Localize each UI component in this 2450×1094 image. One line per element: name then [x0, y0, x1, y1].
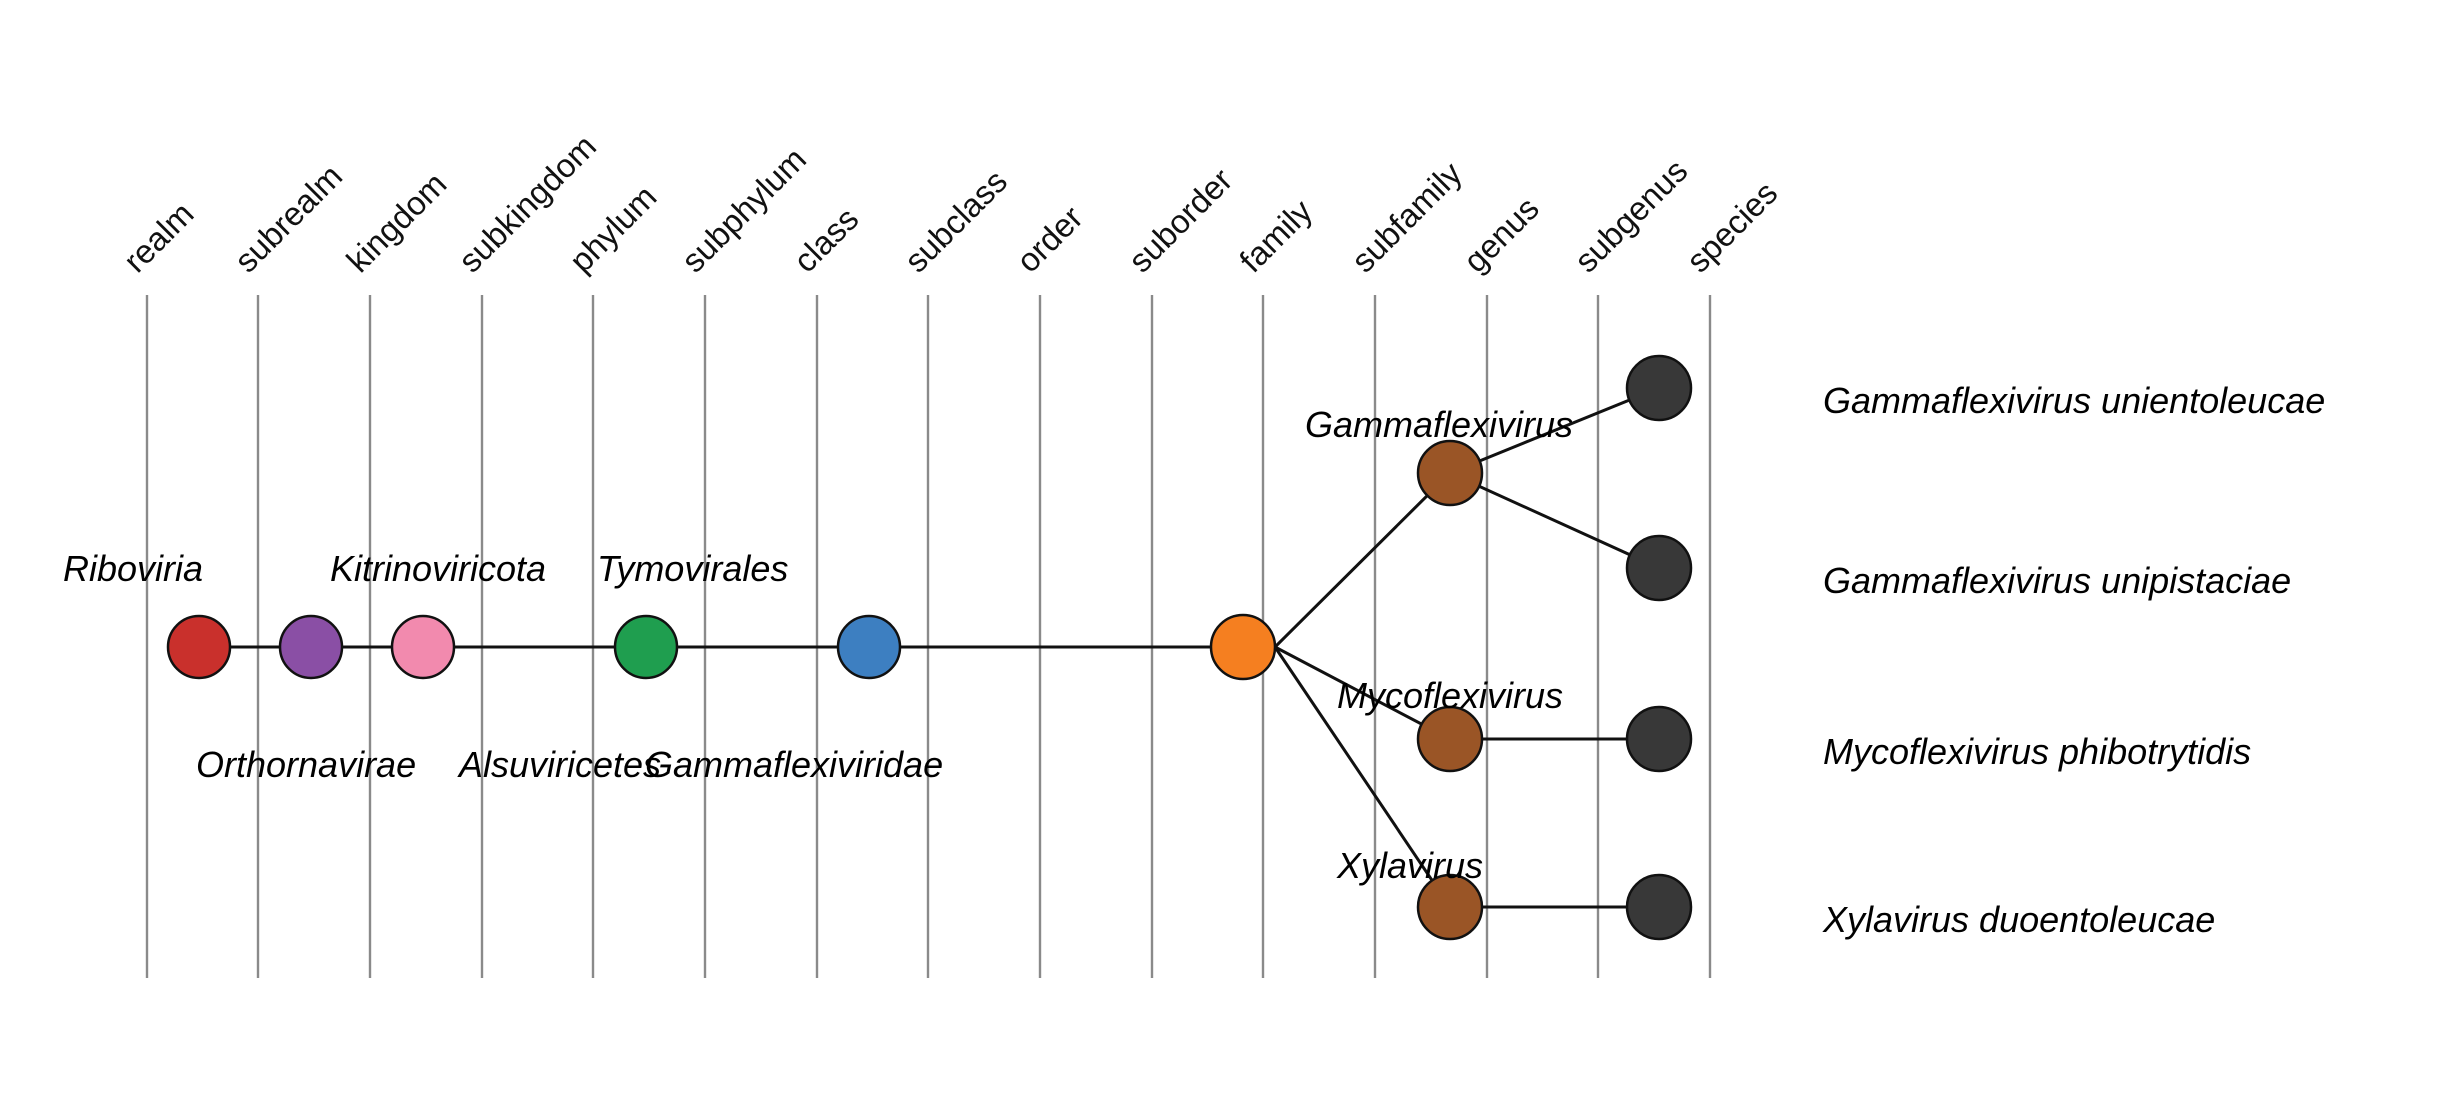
species-node-sp2[interactable]: [1625, 534, 1693, 602]
tree-nodes: [166, 354, 1693, 941]
species-name-sp4: Xylavirus duoentoleucae: [1823, 899, 2216, 940]
species-node-sp1[interactable]: [1625, 354, 1693, 422]
edge-gammaflexiviridae-to-gammaflexivirus: [1273, 471, 1452, 649]
species-name-sp2: Gammaflexivirus unipistaciae: [1823, 560, 2292, 601]
taxon-node-xylavirus[interactable]: [1416, 873, 1484, 941]
taxon-label-orthornavirae: Orthornavirae: [196, 744, 417, 785]
taxon-node-gammaflexiviridae[interactable]: [1209, 613, 1277, 681]
species-name-sp1: Gammaflexivirus unientoleucae: [1823, 380, 2326, 421]
taxon-label-xylavirus: Xylavirus: [1337, 845, 1484, 886]
taxon-node-alsuviricetes[interactable]: [613, 614, 679, 680]
taxon-node-riboviria[interactable]: [166, 614, 232, 680]
edge-gammaflexiviridae-to-xylavirus: [1273, 646, 1452, 908]
taxon-node-tymovirales[interactable]: [836, 614, 902, 680]
taxon-node-kitrinoviricota[interactable]: [390, 614, 456, 680]
taxon-label-alsuviricetes: Alsuviricetes: [459, 744, 662, 785]
species-name-sp3: Mycoflexivirus phibotrytidis: [1823, 731, 2252, 772]
taxon-label-gammaflexiviridae: Gammaflexiviridae: [645, 744, 944, 785]
taxon-label-tymovirales: Tymovirales: [597, 548, 789, 589]
taxon-node-gammaflexivirus[interactable]: [1416, 439, 1484, 507]
taxon-label-riboviria: Riboviria: [63, 548, 204, 589]
species-node-sp4[interactable]: [1625, 873, 1693, 941]
taxon-node-orthornavirae[interactable]: [278, 614, 344, 680]
taxon-label-kitrinoviricota: Kitrinoviricota: [330, 548, 547, 589]
edge-gammaflexivirus-to-sp1: [1449, 386, 1660, 475]
taxon-node-mycoflexivirus[interactable]: [1416, 705, 1484, 773]
edge-gammaflexivirus-to-sp2: [1449, 471, 1660, 570]
taxon-label-mycoflexivirus: Mycoflexivirus: [1337, 675, 1564, 716]
rank-gridlines: [145, 295, 1712, 978]
taxon-label-gammaflexivirus: Gammaflexivirus: [1305, 404, 1574, 445]
species-node-sp3[interactable]: [1625, 705, 1693, 773]
